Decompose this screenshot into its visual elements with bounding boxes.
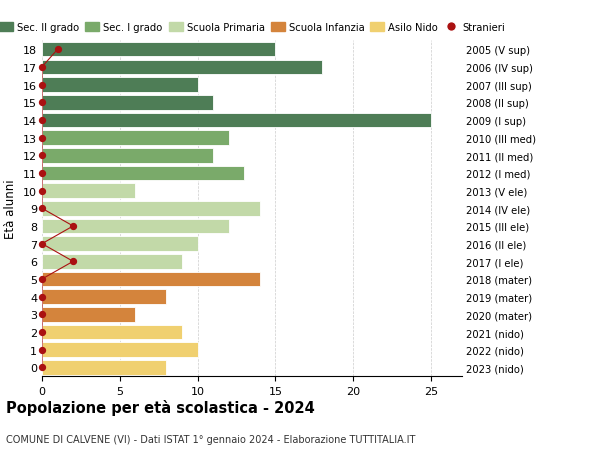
Point xyxy=(68,258,78,265)
Bar xyxy=(42,343,197,357)
Bar xyxy=(42,255,182,269)
Bar xyxy=(42,61,322,75)
Bar xyxy=(42,96,213,110)
Text: COMUNE DI CALVENE (VI) - Dati ISTAT 1° gennaio 2024 - Elaborazione TUTTITALIA.IT: COMUNE DI CALVENE (VI) - Dati ISTAT 1° g… xyxy=(6,434,415,444)
Point xyxy=(68,223,78,230)
Legend: Sec. II grado, Sec. I grado, Scuola Primaria, Scuola Infanzia, Asilo Nido, Stran: Sec. II grado, Sec. I grado, Scuola Prim… xyxy=(0,23,505,33)
Bar xyxy=(42,360,166,375)
Point xyxy=(37,117,47,124)
Bar xyxy=(42,219,229,234)
Bar xyxy=(42,237,197,252)
Point xyxy=(37,241,47,248)
Y-axis label: Età alunni: Età alunni xyxy=(4,179,17,239)
Bar xyxy=(42,184,136,198)
Point xyxy=(37,170,47,177)
Point xyxy=(37,205,47,213)
Point xyxy=(37,188,47,195)
Bar xyxy=(42,272,260,286)
Point xyxy=(37,346,47,353)
Point xyxy=(37,64,47,72)
Bar xyxy=(42,202,260,216)
Bar xyxy=(42,113,431,128)
Bar xyxy=(42,43,275,57)
Point xyxy=(37,276,47,283)
Bar xyxy=(42,308,136,322)
Bar xyxy=(42,325,182,340)
Point xyxy=(37,152,47,160)
Bar xyxy=(42,149,213,163)
Point xyxy=(37,134,47,142)
Bar xyxy=(42,78,197,93)
Point xyxy=(37,82,47,89)
Point xyxy=(37,329,47,336)
Point xyxy=(37,99,47,106)
Point xyxy=(37,364,47,371)
Text: Popolazione per età scolastica - 2024: Popolazione per età scolastica - 2024 xyxy=(6,399,315,415)
Point xyxy=(53,46,62,54)
Point xyxy=(37,311,47,319)
Bar xyxy=(42,131,229,146)
Bar xyxy=(42,166,244,181)
Point xyxy=(37,293,47,301)
Bar xyxy=(42,290,166,304)
